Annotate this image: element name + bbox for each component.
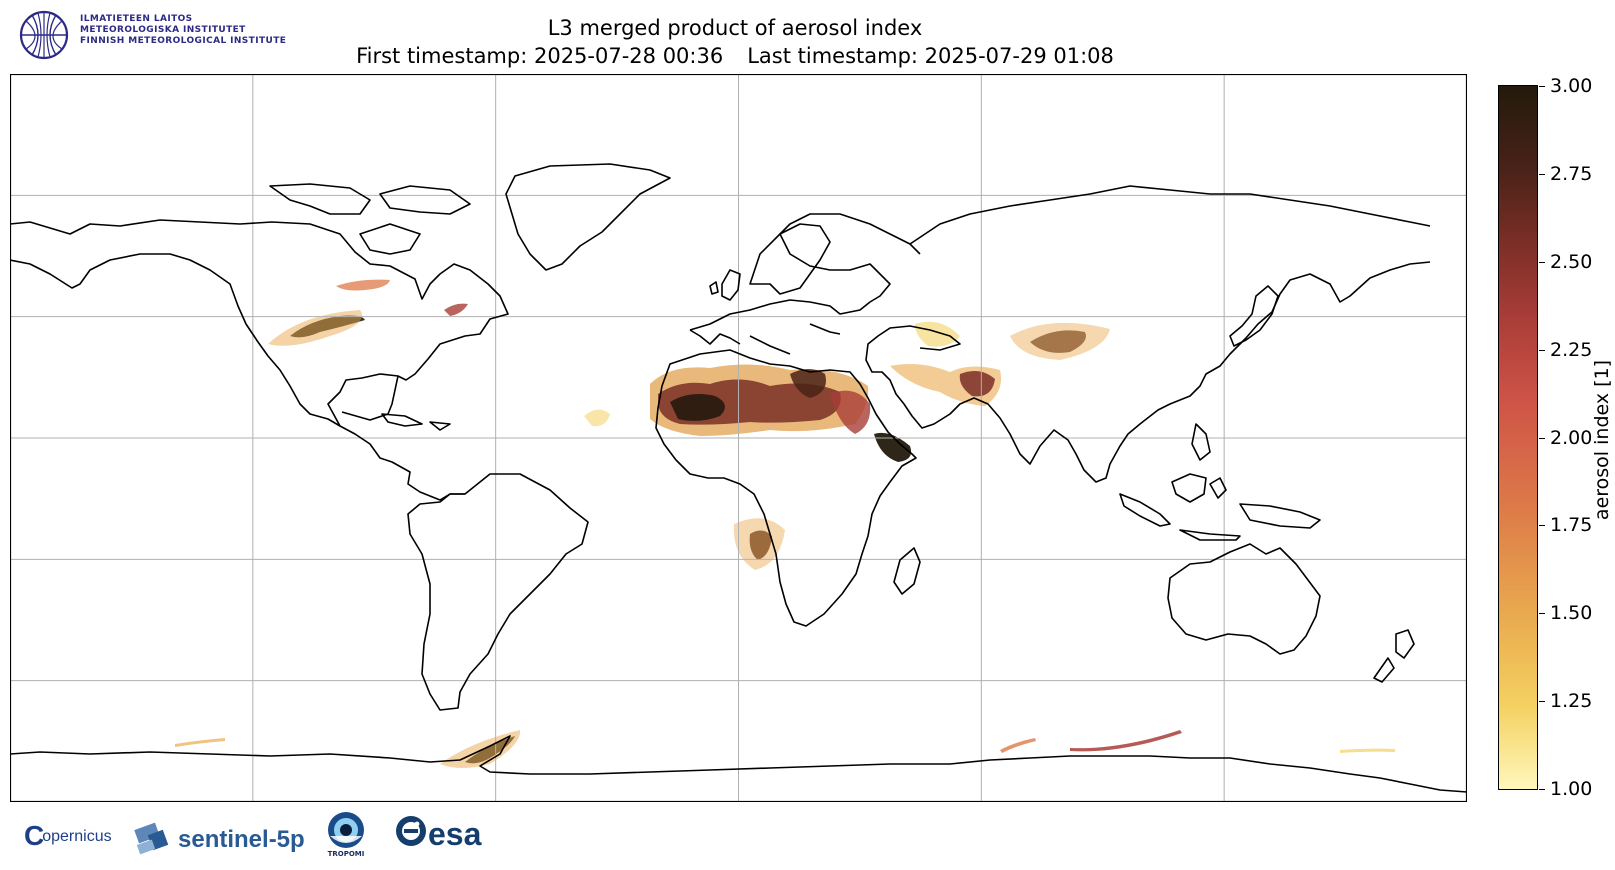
colorbar-tick <box>1539 86 1545 87</box>
colorbar-tick-label: 1.25 <box>1550 690 1593 713</box>
map-border <box>9 73 1468 803</box>
world-map <box>9 73 1468 803</box>
colorbar-tick <box>1539 173 1545 175</box>
colorbar-tick-label: 1.50 <box>1550 602 1593 625</box>
aerosol-sahara-hot <box>670 394 725 421</box>
colorbar-tick-label: 3.00 <box>1550 75 1593 97</box>
coastline-north-america <box>9 219 509 501</box>
aerosol-kazakh <box>1030 330 1086 353</box>
coastline-madagascar <box>893 547 921 595</box>
colorbar-tick-label: 2.50 <box>1550 250 1593 273</box>
colorbar-tick <box>1539 701 1545 703</box>
colorbar-tick <box>1539 261 1545 263</box>
colorbar-tick-label: 1.00 <box>1550 778 1593 800</box>
fmi-name-en: FINNISH METEOROLOGICAL INSTITUTE <box>80 36 287 46</box>
colorbar-label: aerosol index [1] <box>1591 359 1613 521</box>
partner-logos: Copernicus sentinel-5p TROPOMI esa <box>20 808 580 868</box>
coastline-south-america <box>407 473 589 711</box>
satellite-icon <box>134 822 169 855</box>
coastline-antarctica <box>9 735 1468 793</box>
coastline-new-zealand <box>1373 629 1415 683</box>
esa-label: esa <box>428 816 482 852</box>
aerosol-quebec <box>444 303 468 316</box>
coastline-africa <box>655 349 917 627</box>
aerosol-angola <box>749 530 772 560</box>
coastlines <box>9 163 1468 793</box>
aerosol-horn <box>874 432 912 462</box>
aerosol-us-halo <box>268 310 362 346</box>
coastline-greenland <box>505 163 671 271</box>
sentinel-5p-label: sentinel-5p <box>178 826 305 853</box>
fmi-logo: ILMATIETEEN LAITOS METEOROLOGISKA INSTIT… <box>18 9 318 61</box>
coastline-cuba <box>381 413 451 431</box>
coastline-arctic-islands <box>269 183 471 255</box>
colorbar-tick-label: 2.00 <box>1550 426 1593 449</box>
fmi-name-fi: ILMATIETEEN LAITOS <box>80 14 193 24</box>
aerosol-southern-streak-4 <box>1340 748 1395 753</box>
aerosol-southern-streak-1 <box>1070 730 1182 752</box>
copernicus-label: opernicus <box>42 828 112 845</box>
esa-logo: esa <box>394 814 481 852</box>
colorbar-tick-label: 1.75 <box>1550 514 1593 537</box>
aerosol-atlantic <box>584 409 610 427</box>
colorbar-tick <box>1539 789 1545 790</box>
colorbar-tick <box>1539 613 1545 615</box>
copernicus-logo: Copernicus <box>24 820 112 852</box>
colorbar-tick <box>1539 437 1545 439</box>
coastline-europe <box>689 213 921 355</box>
aerosol-kazakh-halo <box>1010 322 1110 360</box>
esa-e-icon <box>396 816 426 846</box>
first-timestamp: First timestamp: 2025-07-28 00:36 <box>356 44 724 68</box>
aerosol-antarctic-halo <box>440 730 521 768</box>
colorbar <box>1498 85 1538 790</box>
graticule <box>10 74 1467 802</box>
fmi-emblem-icon <box>19 10 69 60</box>
aerosol-southern-streak-2 <box>1000 738 1036 753</box>
sentinel-5p-logo: sentinel-5p <box>132 814 305 862</box>
tropomi-logo: TROPOMI <box>326 810 366 858</box>
coastline-uk <box>709 269 741 301</box>
copernicus-c-icon: C <box>24 820 45 851</box>
colorbar-tick-label: 2.75 <box>1550 162 1593 185</box>
aerosol-sudan <box>830 390 871 434</box>
tropomi-label: TROPOMI <box>327 850 365 858</box>
aerosol-pakistan <box>959 370 995 397</box>
colorbar-tick-label: 2.25 <box>1550 338 1593 361</box>
last-timestamp: Last timestamp: 2025-07-29 01:08 <box>747 44 1114 68</box>
aerosol-iran <box>915 321 960 347</box>
aerosol-layer <box>175 279 1395 768</box>
coastline-philippines <box>1191 423 1211 461</box>
coastline-australia <box>1167 543 1321 655</box>
fmi-name-sv: METEOROLOGISKA INSTITUTET <box>80 25 246 35</box>
coastline-indonesia <box>1119 473 1321 541</box>
colorbar-tick <box>1539 349 1545 351</box>
coastline-scandinavia <box>749 223 831 295</box>
map-title: L3 merged product of aerosol index <box>547 16 923 40</box>
tropomi-eye-icon <box>328 812 364 848</box>
fmi-name: ILMATIETEEN LAITOS METEOROLOGISKA INSTIT… <box>80 14 286 47</box>
aerosol-angola-halo <box>733 518 785 570</box>
aerosol-southern-streak-3 <box>175 738 225 747</box>
map-panel <box>9 73 1468 803</box>
aerosol-canada <box>336 279 390 291</box>
map-subtitle: First timestamp: 2025-07-28 00:36 Last ti… <box>0 44 1470 68</box>
coastline-japan <box>1229 285 1279 347</box>
aerosol-libya <box>790 369 826 398</box>
colorbar-tick <box>1539 525 1545 527</box>
